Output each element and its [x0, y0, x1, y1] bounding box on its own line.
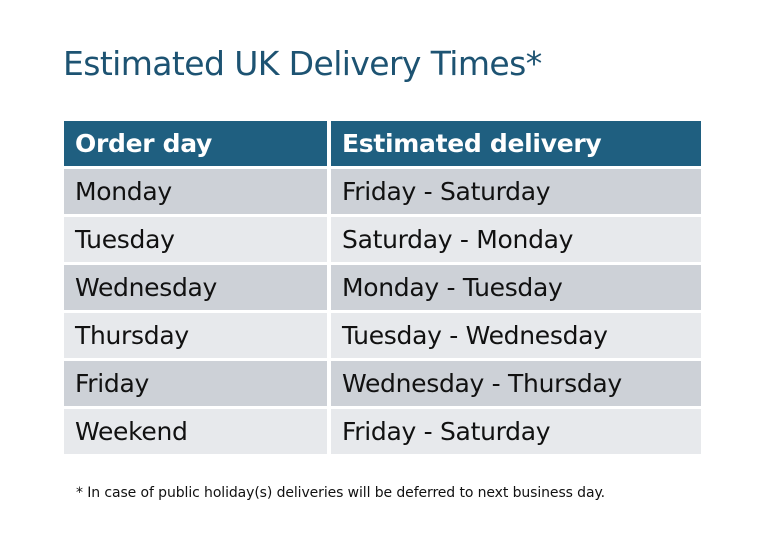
table-row: Friday Wednesday - Thursday: [64, 361, 701, 406]
column-header-order-day: Order day: [64, 121, 327, 166]
order-day-cell: Weekend: [64, 409, 327, 454]
table-row: Weekend Friday - Saturday: [64, 409, 701, 454]
column-header-estimated-delivery: Estimated delivery: [331, 121, 701, 166]
order-day-cell: Tuesday: [64, 217, 327, 262]
order-day-cell: Friday: [64, 361, 327, 406]
page-title: Estimated UK Delivery Times*: [63, 44, 542, 83]
table-row: Monday Friday - Saturday: [64, 169, 701, 214]
estimated-delivery-cell: Friday - Saturday: [331, 409, 701, 454]
table-row: Wednesday Monday - Tuesday: [64, 265, 701, 310]
estimated-delivery-cell: Saturday - Monday: [331, 217, 701, 262]
estimated-delivery-cell: Monday - Tuesday: [331, 265, 701, 310]
table-row: Thursday Tuesday - Wednesday: [64, 313, 701, 358]
table-row: Tuesday Saturday - Monday: [64, 217, 701, 262]
order-day-cell: Monday: [64, 169, 327, 214]
order-day-cell: Thursday: [64, 313, 327, 358]
estimated-delivery-cell: Wednesday - Thursday: [331, 361, 701, 406]
estimated-delivery-cell: Tuesday - Wednesday: [331, 313, 701, 358]
estimated-delivery-cell: Friday - Saturday: [331, 169, 701, 214]
delivery-table: Order day Estimated delivery Monday Frida…: [60, 118, 705, 457]
table-header-row: Order day Estimated delivery: [64, 121, 701, 166]
footnote: * In case of public holiday(s) deliverie…: [76, 485, 605, 501]
order-day-cell: Wednesday: [64, 265, 327, 310]
